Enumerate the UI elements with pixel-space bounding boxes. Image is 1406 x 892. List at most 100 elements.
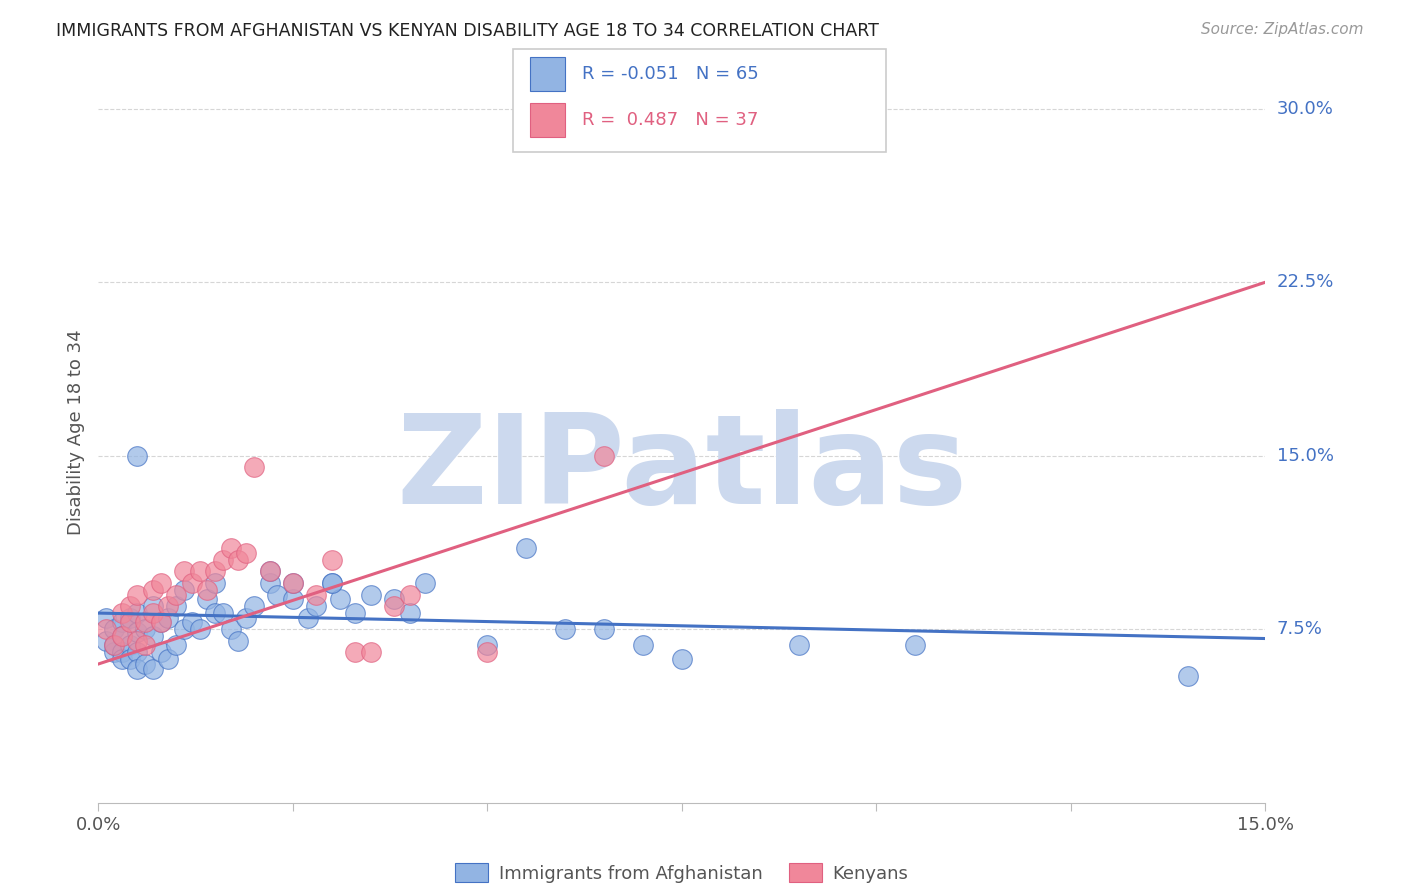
Text: 15.0%: 15.0% <box>1277 447 1333 465</box>
Point <box>103 622 125 636</box>
Text: R =  0.487   N = 37: R = 0.487 N = 37 <box>582 112 758 129</box>
Point <box>281 592 304 607</box>
Point <box>212 606 235 620</box>
Point <box>671 652 693 666</box>
Point <box>631 639 654 653</box>
Point <box>329 592 352 607</box>
Point <box>149 645 172 659</box>
Point <box>243 460 266 475</box>
Point <box>259 565 281 579</box>
Point <box>281 576 304 591</box>
Point <box>398 588 420 602</box>
Point <box>165 639 187 653</box>
Point <box>228 553 250 567</box>
Y-axis label: Disability Age 18 to 34: Disability Age 18 to 34 <box>66 330 84 535</box>
Point <box>219 541 242 556</box>
Point <box>127 624 149 639</box>
Point <box>360 645 382 659</box>
Point <box>118 639 141 653</box>
Point <box>173 565 195 579</box>
Point <box>593 622 616 636</box>
Point <box>111 652 134 666</box>
Point <box>259 576 281 591</box>
Point <box>173 582 195 597</box>
Point <box>127 633 149 648</box>
Point <box>195 592 218 607</box>
Point <box>219 622 242 636</box>
Point <box>710 102 733 116</box>
Point <box>165 599 187 614</box>
Text: Source: ZipAtlas.com: Source: ZipAtlas.com <box>1201 22 1364 37</box>
Point <box>127 588 149 602</box>
Point <box>149 615 172 630</box>
Point <box>321 576 343 591</box>
Text: ZIPatlas: ZIPatlas <box>396 409 967 530</box>
Point <box>142 662 165 676</box>
Point <box>477 645 499 659</box>
Point <box>305 588 328 602</box>
Point <box>281 576 304 591</box>
Point <box>149 615 172 630</box>
Point <box>305 599 328 614</box>
Point <box>111 629 134 643</box>
Point <box>111 645 134 659</box>
Point <box>593 449 616 463</box>
Legend: Immigrants from Afghanistan, Kenyans: Immigrants from Afghanistan, Kenyans <box>449 856 915 890</box>
Point <box>787 639 810 653</box>
Point <box>382 599 405 614</box>
Point <box>118 615 141 630</box>
Point <box>554 622 576 636</box>
Point <box>228 633 250 648</box>
Point <box>134 639 156 653</box>
Point <box>204 576 226 591</box>
Point <box>103 645 125 659</box>
Point <box>157 652 180 666</box>
Point <box>259 565 281 579</box>
Point <box>243 599 266 614</box>
Point <box>134 615 156 630</box>
Point <box>142 599 165 614</box>
Point <box>103 639 125 653</box>
Text: 22.5%: 22.5% <box>1277 273 1334 291</box>
Point <box>413 576 436 591</box>
Point <box>118 599 141 614</box>
Point <box>180 615 202 630</box>
Point <box>142 629 165 643</box>
Point <box>142 582 165 597</box>
Point <box>111 606 134 620</box>
Point <box>204 565 226 579</box>
Point <box>127 449 149 463</box>
Point <box>111 615 134 630</box>
Point <box>127 645 149 659</box>
Point <box>235 610 257 624</box>
Point <box>142 606 165 620</box>
Point <box>157 599 180 614</box>
Point <box>127 662 149 676</box>
Point <box>321 553 343 567</box>
Point <box>195 582 218 597</box>
Point <box>173 622 195 636</box>
Text: 7.5%: 7.5% <box>1277 620 1323 639</box>
Point <box>118 652 141 666</box>
Point <box>96 633 118 648</box>
Point <box>904 639 927 653</box>
Text: 30.0%: 30.0% <box>1277 100 1333 118</box>
Point <box>188 565 211 579</box>
Point <box>204 606 226 620</box>
Point <box>477 639 499 653</box>
Point <box>111 629 134 643</box>
Point <box>297 610 319 624</box>
Point <box>103 639 125 653</box>
Point <box>321 576 343 591</box>
Point <box>134 657 156 671</box>
Point <box>344 645 367 659</box>
Point <box>127 606 149 620</box>
Point <box>266 588 288 602</box>
Point <box>515 541 537 556</box>
Text: IMMIGRANTS FROM AFGHANISTAN VS KENYAN DISABILITY AGE 18 TO 34 CORRELATION CHART: IMMIGRANTS FROM AFGHANISTAN VS KENYAN DI… <box>56 22 879 40</box>
Point <box>157 610 180 624</box>
Point <box>180 576 202 591</box>
Point <box>96 622 118 636</box>
Point <box>212 553 235 567</box>
Point <box>1177 668 1199 682</box>
